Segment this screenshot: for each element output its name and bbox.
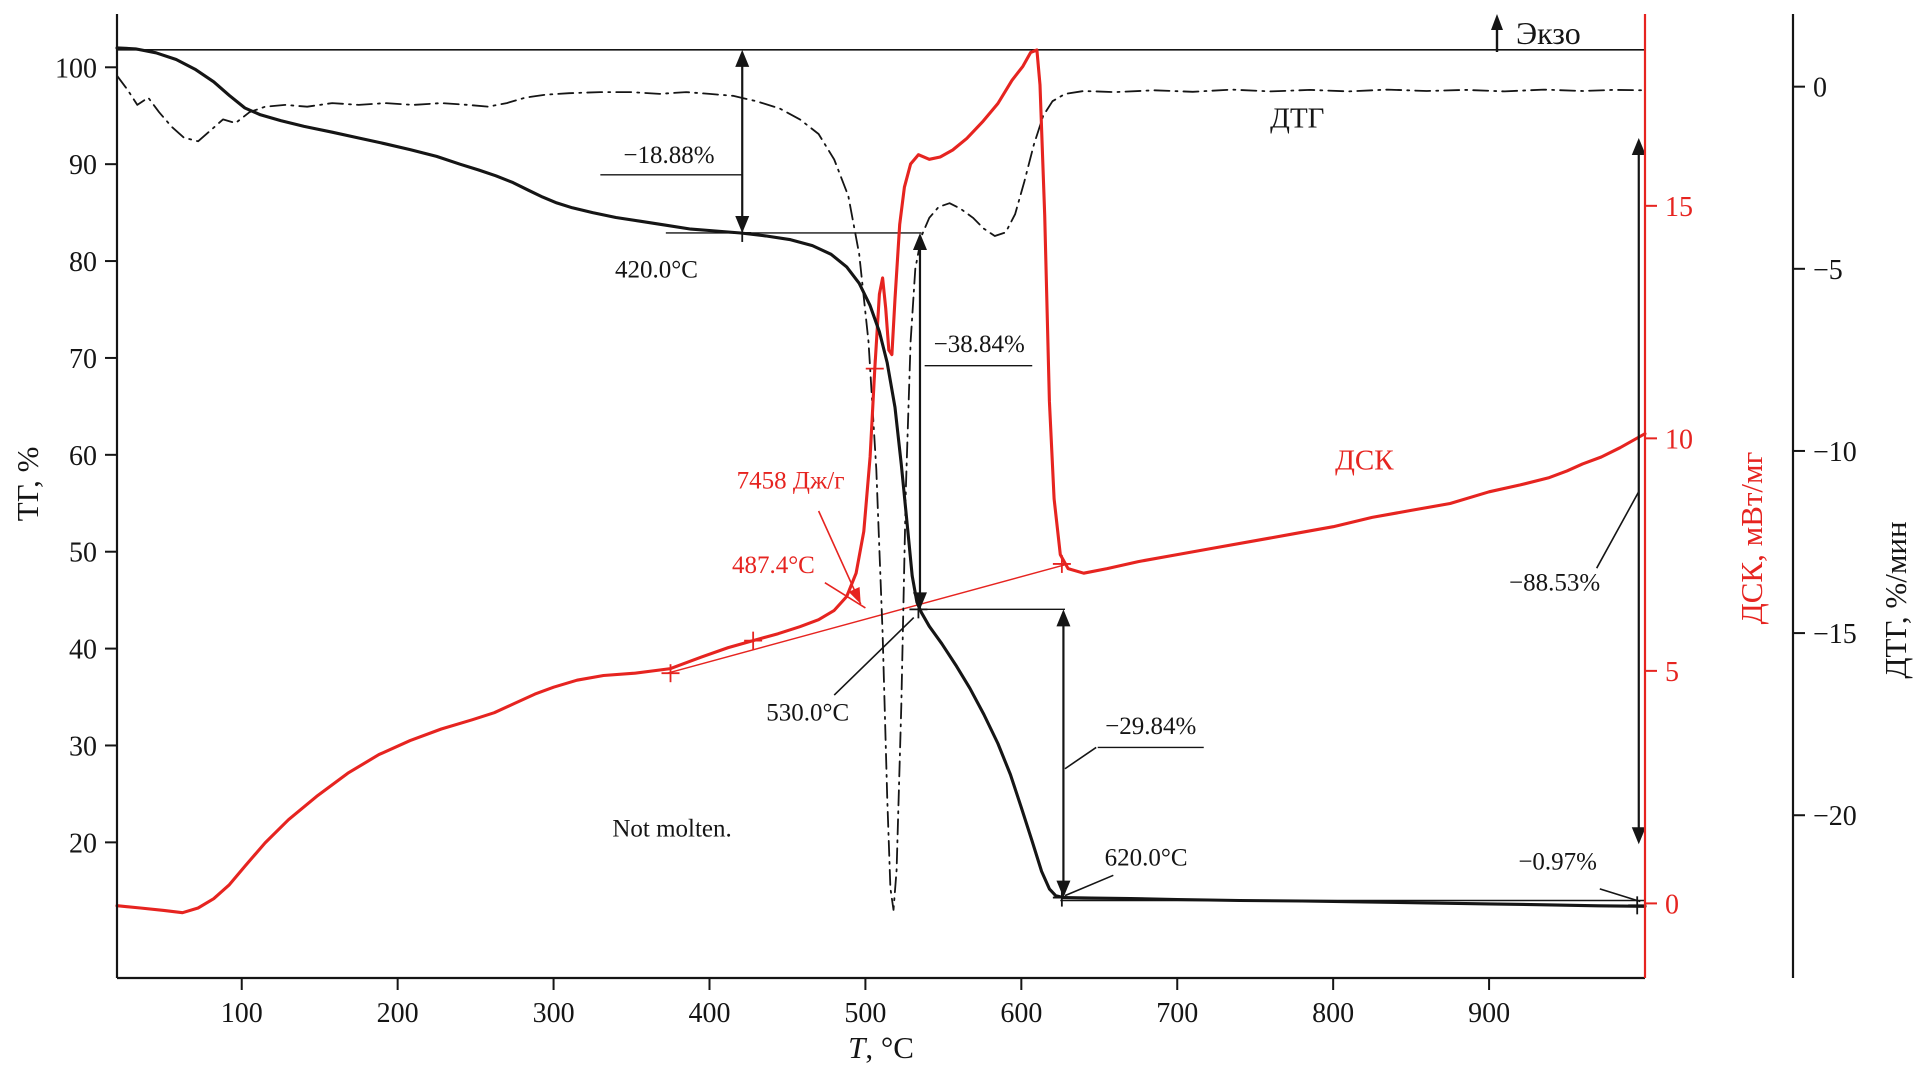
annotation-label: −0.97%	[1518, 848, 1597, 875]
arrowhead	[848, 586, 861, 605]
x-tick-label: 200	[377, 998, 419, 1029]
dsc-tick-label: 10	[1665, 424, 1693, 455]
tg-tick-label: 90	[69, 150, 97, 181]
dsc-tick-label: 5	[1665, 657, 1679, 688]
arrowhead	[1631, 827, 1646, 845]
arrowhead	[912, 232, 927, 250]
annotation-label: ДТГ	[1270, 102, 1324, 134]
dtg-tick-label: −20	[1813, 801, 1857, 832]
arrowhead	[1631, 138, 1646, 156]
leader-line	[824, 582, 866, 609]
y-axis-dtg-title: ДТГ, %/мин	[1878, 521, 1913, 678]
annotation-label: ДСК	[1335, 444, 1394, 476]
dsc-baseline	[666, 563, 1069, 674]
arrowhead	[1491, 14, 1503, 30]
x-tick-label: 900	[1468, 998, 1510, 1029]
leader-line	[833, 617, 915, 696]
annotation-label: 530.0°C	[766, 699, 849, 726]
dtg-tick-label: −5	[1813, 255, 1843, 286]
annotation-label: 7458 Дж/г	[737, 468, 845, 495]
leader-line	[1064, 746, 1097, 770]
tg-tick-label: 100	[55, 53, 97, 84]
arrowhead	[1056, 880, 1071, 898]
exo-label: Экзо	[1516, 15, 1581, 51]
tg-tick-label: 80	[69, 247, 97, 278]
x-tick-label: 600	[1000, 998, 1042, 1029]
dsc-tick-label: 0	[1665, 889, 1679, 920]
annotation-label: 620.0°C	[1105, 845, 1188, 872]
x-tick-label: 500	[844, 998, 886, 1029]
annotation-label: Not molten.	[612, 816, 731, 843]
y-axis-tg-title: ТГ, %	[10, 447, 45, 522]
x-tick-label: 400	[688, 998, 730, 1029]
dtg-tick-label: 0	[1813, 73, 1827, 104]
annotation-label: 420.0°C	[615, 257, 698, 284]
x-tick-label: 700	[1156, 998, 1198, 1029]
tg-curve	[115, 46, 1647, 908]
annotation-label: −18.88%	[623, 142, 714, 169]
dtg-tick-label: −15	[1813, 619, 1857, 650]
tg-tick-label: 30	[69, 731, 97, 762]
tg-tick-label: 50	[69, 538, 97, 569]
dtg-curve	[116, 74, 1646, 911]
tg-tick-label: 70	[69, 344, 97, 375]
tg-tick-label: 40	[69, 635, 97, 666]
leader-line	[817, 510, 862, 605]
leader-line	[1064, 874, 1114, 897]
annotation-label: −38.84%	[934, 331, 1025, 358]
x-tick-label: 800	[1312, 998, 1354, 1029]
arrowhead	[735, 49, 750, 67]
annotation-label: −88.53%	[1509, 569, 1600, 596]
x-tick-label: 100	[221, 998, 263, 1029]
arrowhead	[1056, 609, 1071, 627]
tg-tick-label: 60	[69, 441, 97, 472]
y-axis-dsc-title: ДСК, мВт/мг	[1734, 452, 1769, 625]
annotation-label: 487.4°C	[732, 552, 815, 579]
leader-line	[1599, 888, 1641, 903]
arrowhead	[912, 592, 927, 610]
x-axis-title: T, °C	[848, 1030, 914, 1065]
x-tick-label: 300	[533, 998, 575, 1029]
tg-tick-label: 20	[69, 828, 97, 859]
dsc-tick-label: 15	[1665, 192, 1693, 223]
dsc-curve	[115, 48, 1647, 915]
dtg-tick-label: −10	[1813, 437, 1857, 468]
annotation-label: −29.84%	[1105, 713, 1196, 740]
leader-line	[1595, 491, 1640, 569]
